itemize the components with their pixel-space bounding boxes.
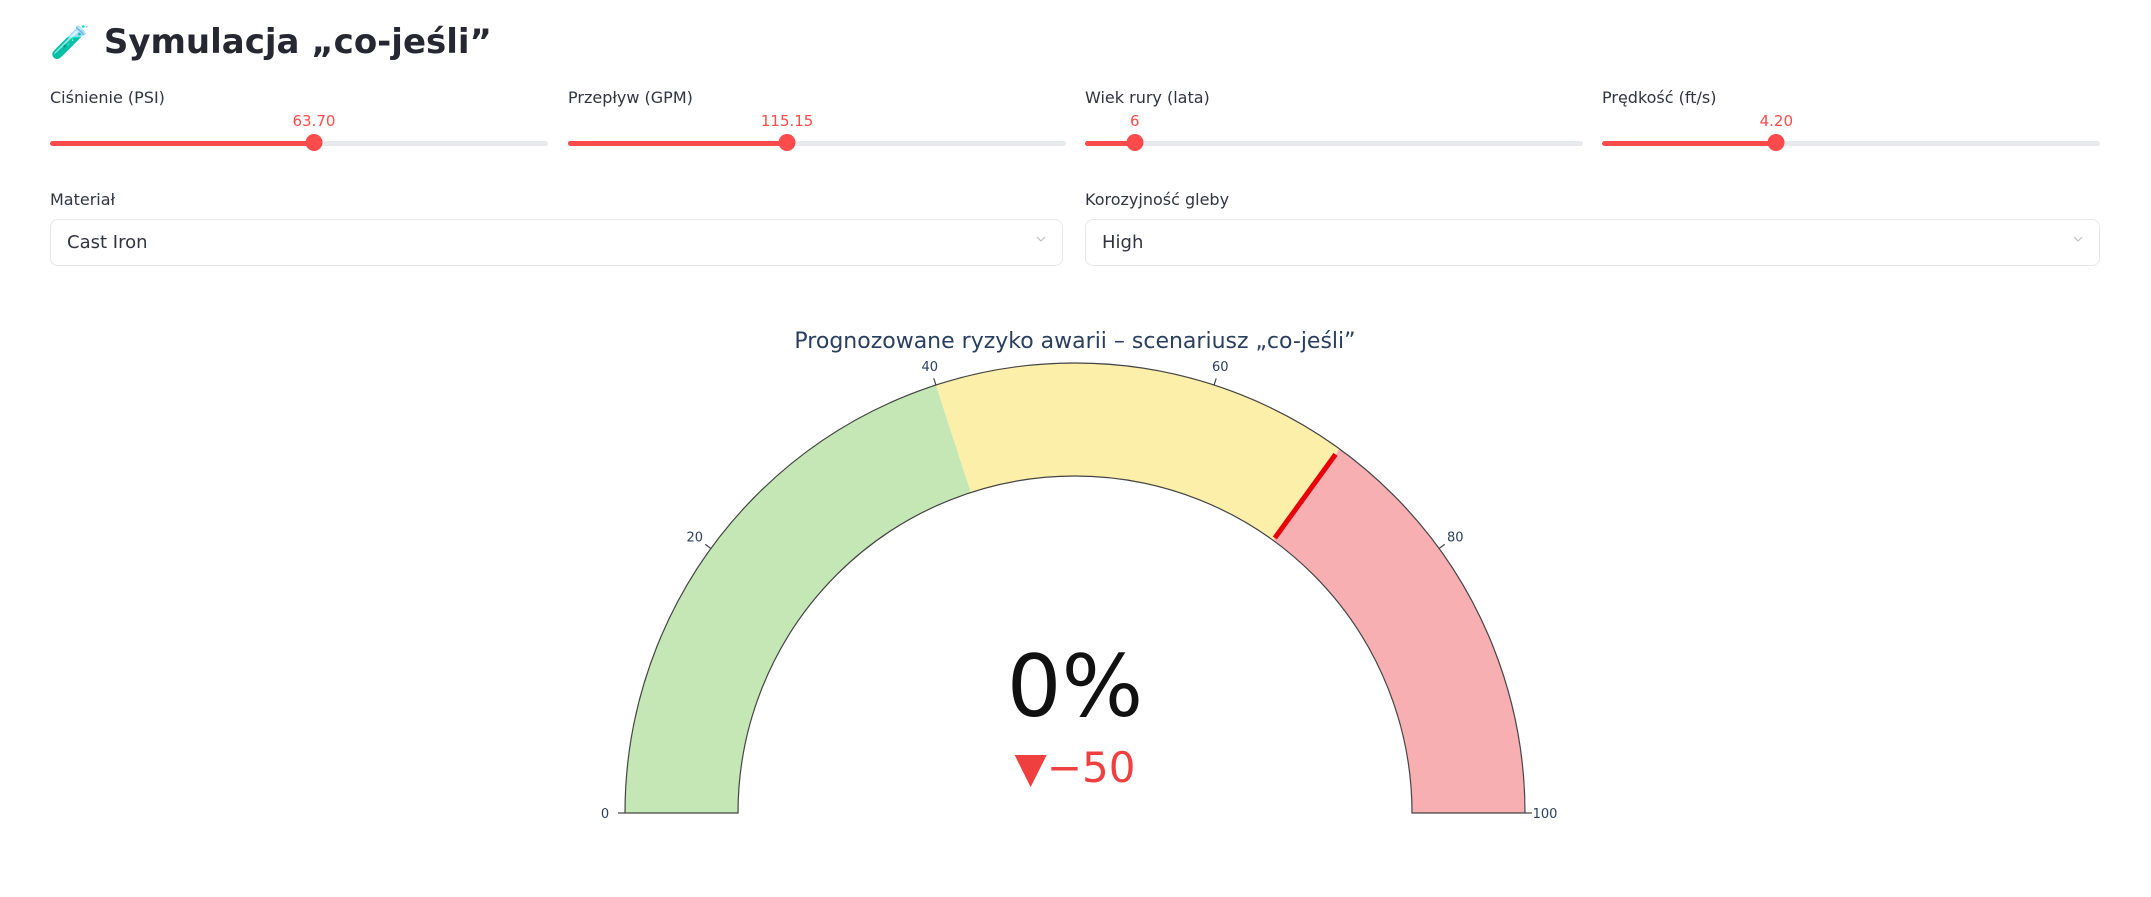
slider-track[interactable] — [1602, 141, 2100, 146]
slider-fill — [50, 141, 314, 146]
slider-value: 63.70 — [292, 112, 336, 130]
gauge-step-0 — [625, 385, 971, 813]
gauge-tick-mark — [1213, 378, 1217, 386]
risk-gauge: Prognozowane ryzyko awarii – scenariusz … — [601, 329, 1558, 822]
slider-label: Przepływ (GPM) — [568, 88, 693, 107]
slider-thumb[interactable] — [1767, 134, 1785, 151]
pressure-slider[interactable]: Ciśnienie (PSI) 63.70 — [50, 88, 548, 151]
gauge-tick-mark — [1438, 543, 1446, 549]
gauge-tick-label: 0 — [601, 807, 609, 822]
pipe-age-slider[interactable]: Wiek rury (lata) 6 — [1085, 88, 1583, 151]
gauge-value: 0% — [1007, 637, 1143, 737]
slider-fill — [1085, 141, 1135, 146]
slider-label: Wiek rury (lata) — [1085, 88, 1210, 107]
page-title: Symulacja „co-jeśli” — [103, 22, 492, 62]
soil-select-group: Korozyjność gleby High — [1085, 190, 2100, 266]
slider-track[interactable] — [1085, 141, 1583, 146]
slider-track[interactable] — [50, 141, 548, 146]
material-value: Cast Iron — [67, 232, 148, 253]
slider-thumb[interactable] — [1126, 134, 1144, 151]
slider-thumb[interactable] — [778, 134, 796, 151]
slider-value: 115.15 — [760, 112, 814, 130]
slider-track[interactable] — [568, 141, 1066, 146]
slider-fill — [568, 141, 788, 146]
gauge-step-2 — [1273, 448, 1525, 813]
soil-corrosivity-value: High — [1102, 232, 1144, 253]
gauge-delta: ▼−50 — [1015, 743, 1136, 792]
gauge-tick-label: 100 — [1533, 807, 1558, 822]
velocity-slider[interactable]: Prędkość (ft/s) 4.20 — [1602, 88, 2100, 151]
soil-corrosivity-label: Korozyjność gleby — [1085, 190, 1230, 209]
slider-label: Prędkość (ft/s) — [1602, 88, 1717, 107]
gauge-threshold — [1272, 452, 1338, 540]
gauge-tick-label: 80 — [1447, 531, 1464, 546]
gauge-tick-mark — [933, 378, 937, 386]
gauge-outline — [624, 362, 1526, 814]
gauge-step-1 — [935, 362, 1340, 541]
slider-value: 6 — [1130, 112, 1140, 130]
material-select-group: Materiał Cast Iron — [50, 190, 1063, 266]
slider-fill — [1602, 141, 1777, 146]
gauge-title: Prognozowane ryzyko awarii – scenariusz … — [794, 329, 1355, 354]
slider-label: Ciśnienie (PSI) — [50, 88, 165, 107]
gauge-tick-label: 40 — [921, 360, 938, 375]
test-tube-icon: 🧪 — [50, 23, 90, 61]
flow-slider[interactable]: Przepływ (GPM) 115.15 — [568, 88, 1066, 151]
gauge-tick-mark — [704, 543, 712, 549]
chevron-down-icon — [1036, 236, 1046, 242]
chevron-down-icon — [2073, 236, 2083, 242]
gauge-tick-label: 20 — [686, 531, 703, 546]
slider-value: 4.20 — [1759, 112, 1793, 130]
gauge-tick-label: 60 — [1212, 360, 1229, 375]
page-header: 🧪 Symulacja „co-jeśli” — [50, 22, 492, 62]
material-select[interactable]: Cast Iron — [50, 219, 1063, 266]
slider-thumb[interactable] — [305, 134, 323, 151]
material-label: Materiał — [50, 190, 116, 209]
soil-corrosivity-select[interactable]: High — [1085, 219, 2100, 266]
